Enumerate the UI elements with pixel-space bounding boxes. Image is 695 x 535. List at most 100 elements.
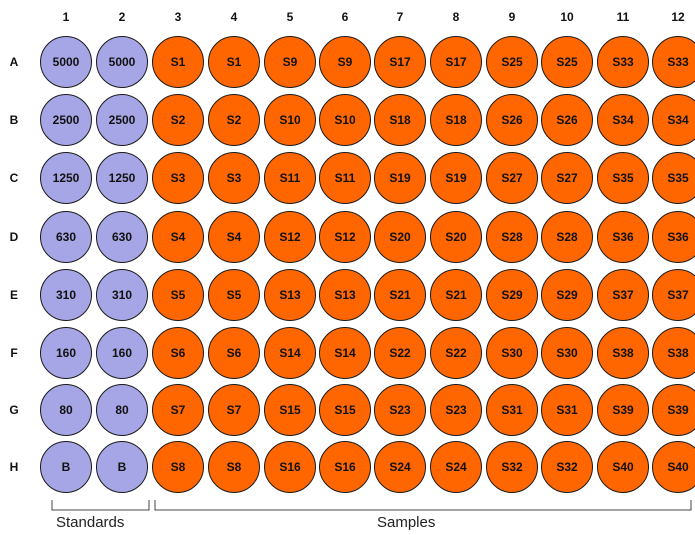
column-header-12: 12 [671, 10, 685, 24]
column-header-11: 11 [616, 10, 630, 24]
well-F8: S22 [430, 327, 482, 379]
well-C12: S35 [652, 152, 695, 204]
well-D2: 630 [96, 211, 148, 263]
well-F5: S14 [264, 327, 316, 379]
well-F9: S30 [486, 327, 538, 379]
well-E7: S21 [374, 269, 426, 321]
well-E11: S37 [597, 269, 649, 321]
well-D5: S12 [264, 211, 316, 263]
column-header-10: 10 [560, 10, 574, 24]
column-header-7: 7 [396, 10, 404, 24]
well-B11: S34 [597, 94, 649, 146]
well-B9: S26 [486, 94, 538, 146]
column-header-5: 5 [286, 10, 294, 24]
well-G5: S15 [264, 384, 316, 436]
well-B3: S2 [152, 94, 204, 146]
well-B6: S10 [319, 94, 371, 146]
well-F12: S38 [652, 327, 695, 379]
well-G9: S31 [486, 384, 538, 436]
well-H11: S40 [597, 441, 649, 493]
well-A6: S9 [319, 36, 371, 88]
well-C1: 1250 [40, 152, 92, 204]
well-C2: 1250 [96, 152, 148, 204]
row-header-B: B [9, 113, 19, 127]
row-header-A: A [9, 55, 19, 69]
well-G10: S31 [541, 384, 593, 436]
standards-bracket [51, 500, 150, 511]
well-G11: S39 [597, 384, 649, 436]
well-D3: S4 [152, 211, 204, 263]
well-B7: S18 [374, 94, 426, 146]
well-G6: S15 [319, 384, 371, 436]
well-B10: S26 [541, 94, 593, 146]
well-D6: S12 [319, 211, 371, 263]
well-E9: S29 [486, 269, 538, 321]
well-A2: 5000 [96, 36, 148, 88]
well-G12: S39 [652, 384, 695, 436]
row-header-C: C [9, 171, 19, 185]
well-H8: S24 [430, 441, 482, 493]
well-H2: B [96, 441, 148, 493]
row-header-E: E [9, 288, 18, 302]
samples-bracket [154, 500, 692, 511]
well-H5: S16 [264, 441, 316, 493]
well-H1: B [40, 441, 92, 493]
well-F2: 160 [96, 327, 148, 379]
well-A5: S9 [264, 36, 316, 88]
well-A11: S33 [597, 36, 649, 88]
well-D4: S4 [208, 211, 260, 263]
well-F11: S38 [597, 327, 649, 379]
well-B4: S2 [208, 94, 260, 146]
well-C7: S19 [374, 152, 426, 204]
well-G4: S7 [208, 384, 260, 436]
column-header-8: 8 [452, 10, 460, 24]
row-header-F: F [10, 346, 18, 360]
well-C10: S27 [541, 152, 593, 204]
row-header-H: H [9, 460, 19, 474]
well-A10: S25 [541, 36, 593, 88]
well-A1: 5000 [40, 36, 92, 88]
well-B1: 2500 [40, 94, 92, 146]
well-E4: S5 [208, 269, 260, 321]
well-E10: S29 [541, 269, 593, 321]
well-H4: S8 [208, 441, 260, 493]
well-A9: S25 [486, 36, 538, 88]
well-C6: S11 [319, 152, 371, 204]
well-G1: 80 [40, 384, 92, 436]
column-header-6: 6 [341, 10, 349, 24]
well-C5: S11 [264, 152, 316, 204]
well-D1: 630 [40, 211, 92, 263]
well-A12: S33 [652, 36, 695, 88]
well-G8: S23 [430, 384, 482, 436]
well-C4: S3 [208, 152, 260, 204]
column-header-9: 9 [508, 10, 516, 24]
well-F3: S6 [152, 327, 204, 379]
well-A4: S1 [208, 36, 260, 88]
well-G3: S7 [152, 384, 204, 436]
column-header-3: 3 [174, 10, 182, 24]
well-E3: S5 [152, 269, 204, 321]
well-H10: S32 [541, 441, 593, 493]
well-B12: S34 [652, 94, 695, 146]
well-E12: S37 [652, 269, 695, 321]
well-E6: S13 [319, 269, 371, 321]
well-F7: S22 [374, 327, 426, 379]
well-C8: S19 [430, 152, 482, 204]
well-H12: S40 [652, 441, 695, 493]
well-D12: S36 [652, 211, 695, 263]
well-A7: S17 [374, 36, 426, 88]
well-E8: S21 [430, 269, 482, 321]
well-F1: 160 [40, 327, 92, 379]
well-B5: S10 [264, 94, 316, 146]
well-C11: S35 [597, 152, 649, 204]
well-F4: S6 [208, 327, 260, 379]
well-H3: S8 [152, 441, 204, 493]
well-C9: S27 [486, 152, 538, 204]
row-header-G: G [9, 403, 19, 417]
well-H6: S16 [319, 441, 371, 493]
well-E5: S13 [264, 269, 316, 321]
well-B2: 2500 [96, 94, 148, 146]
well-B8: S18 [430, 94, 482, 146]
